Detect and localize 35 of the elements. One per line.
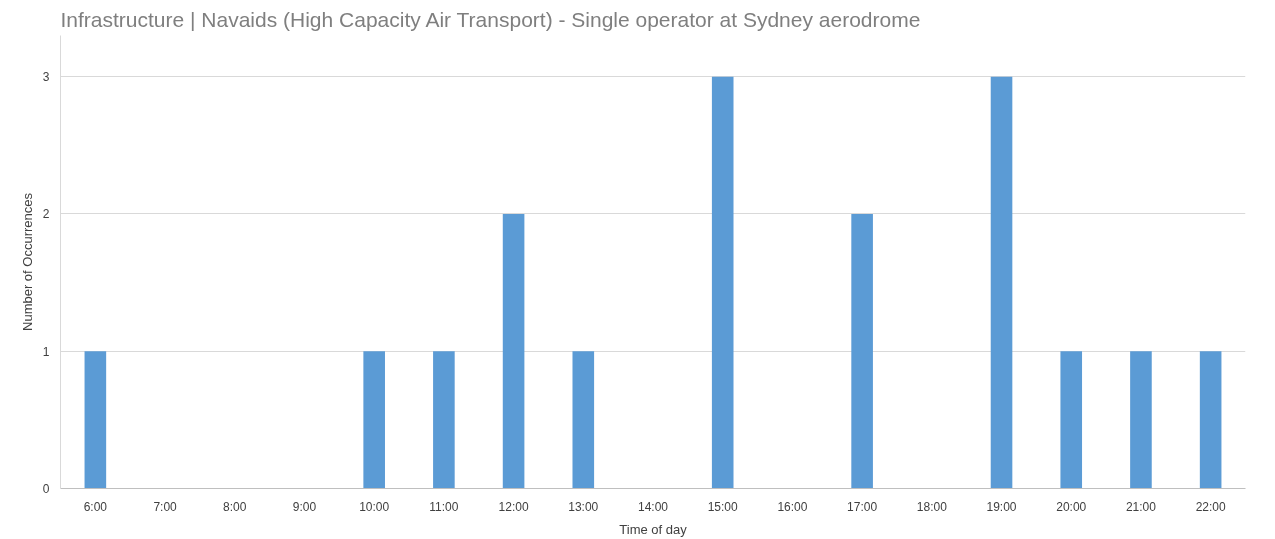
bar bbox=[433, 351, 455, 489]
x-tick-label: 12:00 bbox=[498, 499, 529, 514]
y-axis-title: Number of Occurrences bbox=[19, 192, 35, 331]
bar bbox=[1199, 351, 1222, 489]
x-tick-label: 14:00 bbox=[637, 499, 669, 514]
x-tick-label: 17:00 bbox=[847, 499, 878, 514]
x-tick-label: 18:00 bbox=[916, 499, 948, 514]
x-tick-label: 15:00 bbox=[707, 499, 739, 514]
chart-title: Infrastructure | Navaids (High Capacity Air Transport) - Single operator at Sydney aerodrome bbox=[60, 7, 921, 31]
x-tick-label: 21:00 bbox=[1125, 499, 1157, 514]
y-tick-label: 0 bbox=[42, 482, 50, 496]
bar bbox=[851, 213, 873, 489]
x-tick-label: 9:00 bbox=[292, 499, 317, 514]
bar bbox=[84, 351, 107, 489]
x-tick-label: 10:00 bbox=[359, 499, 390, 514]
y-tick-label: 3 bbox=[42, 70, 50, 85]
x-axis-title: Time of day bbox=[619, 521, 688, 537]
x-tick-label: 20:00 bbox=[1056, 499, 1087, 514]
bar bbox=[363, 351, 385, 489]
x-tick-label: 13:00 bbox=[568, 499, 599, 514]
bar bbox=[1060, 351, 1083, 489]
x-tick-label: 19:00 bbox=[986, 499, 1017, 514]
bar bbox=[990, 76, 1013, 489]
x-tick-label: 7:00 bbox=[153, 499, 178, 514]
x-tick-label: 8:00 bbox=[223, 499, 247, 514]
x-tick-label: 16:00 bbox=[777, 499, 808, 514]
y-tick-label: 1 bbox=[42, 344, 50, 359]
x-tick-label: 6:00 bbox=[83, 499, 108, 514]
bar bbox=[1130, 351, 1152, 489]
x-tick-label: 11:00 bbox=[429, 499, 459, 514]
bar bbox=[502, 213, 525, 489]
bar bbox=[711, 76, 734, 489]
x-tick-label: 22:00 bbox=[1195, 499, 1226, 514]
bar bbox=[572, 351, 595, 489]
y-tick-label: 2 bbox=[42, 207, 50, 222]
